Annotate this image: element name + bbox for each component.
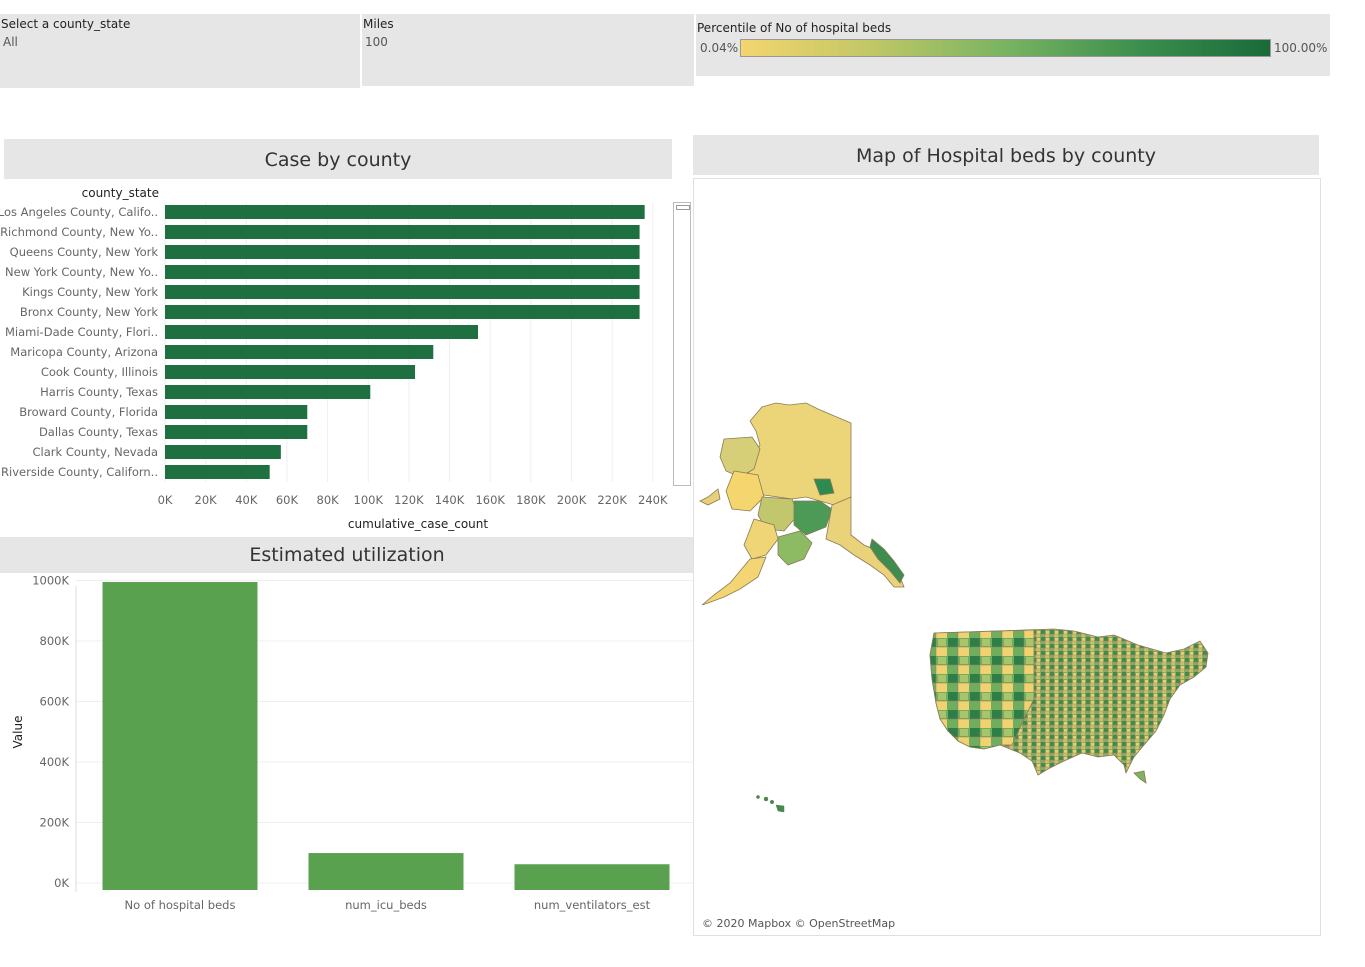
y-tick-label: 400K (40, 755, 70, 769)
county-label: Broward County, Florida (19, 405, 158, 419)
y-tick-label: 0K (54, 876, 69, 890)
estimated-utilization-title: Estimated utilization (0, 537, 694, 573)
case-bar (165, 385, 371, 399)
case-bar (165, 265, 640, 279)
county-label: Queens County, New York (10, 245, 159, 259)
hospital-beds-map[interactable]: © 2020 Mapbox © OpenStreetMap (693, 178, 1321, 936)
miles-filter-value[interactable]: 100 (365, 35, 388, 49)
county-label: Cook County, Illinois (41, 365, 158, 379)
case-bar (165, 365, 415, 379)
x-tick-label: 100K (354, 493, 384, 507)
x-tick-label: 20K (195, 493, 218, 507)
x-tick-label: 0K (158, 493, 173, 507)
case-chart-scrollbar[interactable] (673, 202, 691, 486)
category-label: No of hospital beds (125, 898, 236, 912)
x-tick-label: 140K (435, 493, 465, 507)
case-bar (165, 325, 479, 339)
county-label: Maricopa County, Arizona (10, 345, 158, 359)
case-bar (165, 245, 640, 259)
case-bar (165, 205, 645, 219)
county-filter-title: Select a county_state (1, 17, 131, 31)
x-tick-label: 180K (516, 493, 546, 507)
category-label: num_icu_beds (345, 898, 427, 912)
map-title: Map of Hospital beds by county (693, 135, 1319, 175)
alaska-region[interactable] (699, 402, 905, 606)
category-label: num_ventilators_est (534, 898, 651, 912)
x-tick-label: 240K (638, 493, 668, 507)
legend-gradient-bar (740, 39, 1271, 57)
x-tick-label: 120K (394, 493, 424, 507)
county-label: New York County, New Yo.. (5, 265, 158, 279)
hawaii-region[interactable] (756, 795, 785, 813)
utilization-bar (102, 582, 258, 890)
utilization-bar (514, 864, 670, 890)
case-by-county-title: Case by county (4, 139, 672, 179)
county-filter-value[interactable]: All (3, 35, 18, 49)
case-bar (165, 345, 434, 359)
case-bar (165, 405, 308, 419)
case-bar (165, 305, 640, 319)
percentile-legend: Percentile of No of hospital beds 0.04% … (696, 14, 1330, 76)
scroll-thumb[interactable] (676, 205, 690, 210)
y-tick-label: 1000K (32, 574, 69, 588)
y-tick-label: 800K (40, 634, 70, 648)
x-tick-label: 160K (475, 493, 505, 507)
x-tick-label: 80K (317, 493, 340, 507)
county-label: Riverside County, Californ.. (1, 465, 158, 479)
x-tick-label: 60K (276, 493, 299, 507)
county-label: Bronx County, New York (20, 305, 158, 319)
y-tick-label: 200K (40, 816, 70, 830)
y-axis-title: Value (11, 716, 25, 749)
county-filter[interactable]: Select a county_state All (0, 14, 360, 88)
map-attribution: © 2020 Mapbox © OpenStreetMap (702, 917, 896, 930)
county-label: Harris County, Texas (40, 385, 158, 399)
row-header: county_state (82, 186, 159, 200)
miles-filter[interactable]: Miles 100 (362, 14, 694, 86)
y-tick-label: 600K (40, 695, 70, 709)
miles-filter-title: Miles (363, 17, 394, 31)
case-bar (165, 285, 640, 299)
case-bar (165, 425, 308, 439)
legend-title: Percentile of No of hospital beds (697, 21, 892, 35)
x-tick-label: 40K (235, 493, 258, 507)
county-label: Dallas County, Texas (39, 425, 158, 439)
legend-max-label: 100.00% (1274, 41, 1328, 55)
county-label: Los Angeles County, Califo.. (0, 205, 158, 219)
estimated-utilization-chart: 0K 200K 400K 600K 800K 1000K Value No of hospit… (11, 574, 696, 912)
utilization-bar (308, 853, 464, 890)
legend-min-label: 0.04% (700, 41, 739, 55)
x-tick-label: 220K (597, 493, 627, 507)
county-label: Clark County, Nevada (33, 445, 158, 459)
county-label: Richmond County, New Yo.. (0, 225, 158, 239)
case-bar (165, 465, 270, 479)
contiguous-us-region[interactable] (929, 628, 1209, 784)
county-label: Miami-Dade County, Flori.. (5, 325, 158, 339)
case-bar (165, 225, 640, 239)
us-county-map[interactable] (694, 179, 1320, 935)
case-by-county-chart: county_state Los Angeles County, Califo..… (0, 186, 668, 531)
x-tick-label: 200K (557, 493, 587, 507)
county-label: Kings County, New York (22, 285, 158, 299)
case-bar (165, 445, 281, 459)
x-axis-title: cumulative_case_count (348, 517, 488, 531)
